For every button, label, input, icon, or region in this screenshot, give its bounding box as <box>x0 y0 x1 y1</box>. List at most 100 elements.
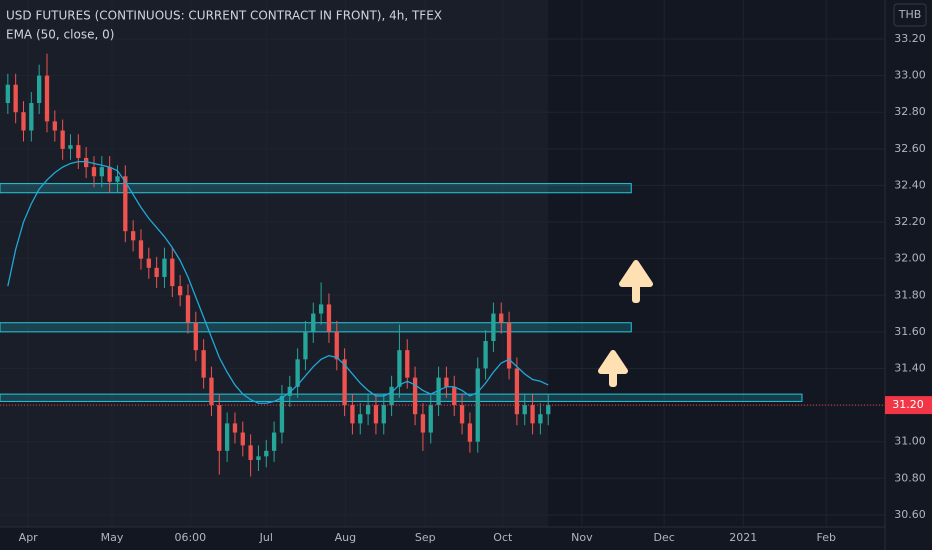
candle-body <box>52 121 57 131</box>
candle-body <box>162 258 167 277</box>
candle-body <box>256 456 261 461</box>
candle-body <box>107 167 112 182</box>
candle-body <box>412 377 418 415</box>
currency-box[interactable] <box>893 3 927 27</box>
candle-body <box>365 405 371 415</box>
y-tick-label: 32.00 <box>894 252 926 265</box>
y-tick-label: 31.00 <box>894 435 926 448</box>
candle-body <box>436 377 441 406</box>
x-tick-label: Feb <box>817 531 836 544</box>
candle-body <box>381 405 386 424</box>
candle-body <box>264 450 269 457</box>
candle-body <box>60 130 65 149</box>
candle-body <box>499 313 504 323</box>
candle-body <box>279 395 285 433</box>
y-tick-label: 30.80 <box>894 471 926 484</box>
x-tick-label: Dec <box>653 531 674 544</box>
candle-body <box>83 157 89 168</box>
candle-body <box>311 313 316 332</box>
candle-body <box>177 286 183 296</box>
candle-body <box>373 405 379 424</box>
candle-body <box>530 405 535 424</box>
candle-body <box>358 414 363 424</box>
zone <box>0 393 803 402</box>
candle-body <box>201 350 206 378</box>
candle-body <box>420 414 426 433</box>
zone <box>0 322 632 333</box>
candle-body <box>514 368 520 415</box>
y-tick-label: 33.20 <box>894 32 926 45</box>
candle-body <box>217 405 222 451</box>
candle-body <box>37 75 42 104</box>
candle-body <box>209 377 214 406</box>
candle-body <box>13 84 18 113</box>
candle-body <box>452 386 457 406</box>
zone <box>0 183 632 194</box>
candle-body <box>21 112 26 131</box>
candle-body <box>271 432 277 451</box>
candle-body <box>154 267 159 277</box>
currency-label[interactable]: THB <box>898 8 922 21</box>
y-tick-label: 30.60 <box>894 508 926 521</box>
candle-body <box>5 84 10 104</box>
y-tick-label: 31.80 <box>894 288 926 301</box>
x-tick-label: May <box>101 531 124 544</box>
candle-body <box>522 405 527 415</box>
candle-body <box>68 145 73 149</box>
candle-body <box>287 386 292 396</box>
x-tick-label: Nov <box>571 531 593 544</box>
candle-body <box>123 176 128 232</box>
candle-body <box>138 240 144 259</box>
candle-body <box>29 103 34 131</box>
x-tick-label: 06:00 <box>174 531 206 544</box>
candle-body <box>350 405 355 424</box>
y-tick-label: 33.00 <box>894 69 926 82</box>
up-arrow <box>598 350 628 387</box>
candle-body <box>170 258 175 287</box>
candle-body <box>334 331 339 360</box>
candle-body <box>483 341 488 369</box>
candle-body <box>444 377 449 387</box>
ema-line <box>7 160 549 404</box>
candle-body <box>44 75 50 122</box>
candle-body <box>538 414 543 424</box>
x-tick-label: Jul <box>259 531 273 544</box>
x-tick-label: Apr <box>19 531 39 544</box>
candle-body <box>397 350 402 387</box>
candle-body <box>130 231 136 241</box>
candle-body <box>76 145 81 158</box>
x-tick-label: Aug <box>335 531 356 544</box>
candle-body <box>318 304 324 314</box>
candle-body <box>115 176 120 182</box>
last-price-badge <box>885 396 932 415</box>
candle-body <box>146 258 151 268</box>
y-tick-label: 32.20 <box>894 215 926 228</box>
y-tick-label: 32.40 <box>894 178 926 191</box>
x-tick-label: 2021 <box>729 531 757 544</box>
candle-body <box>389 386 394 406</box>
y-tick-label: 32.80 <box>894 105 926 118</box>
candle-body <box>506 322 512 369</box>
candle-body <box>467 423 473 442</box>
candle-body <box>342 359 347 406</box>
up-arrow <box>619 260 653 303</box>
candle-body <box>295 359 300 387</box>
x-tick-label: Sep <box>415 531 436 544</box>
candle-body <box>248 445 253 461</box>
candle-body <box>91 167 97 177</box>
candle-body <box>224 423 230 451</box>
candle-body <box>303 331 308 360</box>
candle-body <box>185 295 191 323</box>
x-tick-label: Oct <box>493 531 513 544</box>
candle-body <box>491 313 496 342</box>
candle-body <box>99 167 104 177</box>
candle-body <box>326 304 332 332</box>
chart-title: USD FUTURES (CONTINUOUS: CURRENT CONTRAC… <box>6 9 442 23</box>
y-tick-label: 32.60 <box>894 142 926 155</box>
candle-body <box>428 405 433 433</box>
candle-body <box>546 405 551 415</box>
candle-body <box>459 405 465 424</box>
candle-body <box>405 350 410 378</box>
